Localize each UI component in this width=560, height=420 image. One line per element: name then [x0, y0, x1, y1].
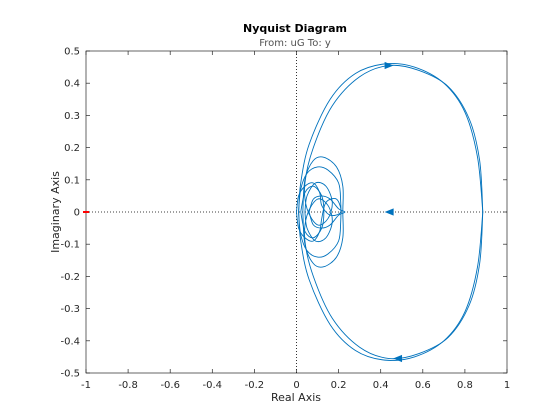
- nyquist-curve-7: [300, 185, 325, 239]
- y-tick-label: -0.3: [60, 304, 80, 315]
- x-tick-label: 0.8: [457, 380, 473, 391]
- x-axis-label: Real Axis: [271, 391, 321, 404]
- x-tick-label: 0.4: [373, 380, 389, 391]
- y-axis-ticks: -0.5 -0.4 -0.3 -0.2 -0.1 0 0.1 0.2 0.3 0.4 0.5: [60, 47, 507, 380]
- nyquist-curve-8: [296, 182, 342, 242]
- x-axis-ticks: -1 -0.8 -0.6 -0.4 -0.2 0 0.2 0.4 0.6 0.8 1: [81, 51, 510, 391]
- x-tick-label: -1: [81, 380, 91, 391]
- direction-arrow-1: [384, 61, 394, 70]
- nyquist-curve-9: [308, 195, 346, 229]
- x-tick-label: -0.4: [203, 380, 223, 391]
- y-tick-label: -0.1: [60, 240, 80, 251]
- y-tick-label: 0.5: [64, 47, 80, 58]
- direction-arrow-3: [384, 208, 394, 216]
- chart-title: Nyquist Diagram: [243, 22, 347, 35]
- x-tick-label: -0.2: [245, 380, 265, 391]
- y-tick-label: 0.4: [64, 79, 80, 90]
- y-tick-label: 0.3: [64, 111, 80, 122]
- x-tick-label: -0.8: [118, 380, 138, 391]
- x-tick-label: 1: [504, 380, 510, 391]
- nyquist-curve-1: [304, 64, 484, 226]
- y-tick-label: 0.2: [64, 143, 80, 154]
- direction-arrows: [384, 61, 403, 363]
- nyquist-curve-5: [302, 156, 344, 268]
- y-tick-label: -0.5: [60, 369, 80, 380]
- direction-arrow-2: [393, 354, 403, 363]
- chart-subtitle: From: uG To: y: [259, 38, 331, 49]
- y-tick-label: -0.4: [60, 336, 80, 347]
- y-tick-label: -0.2: [60, 272, 80, 283]
- x-tick-label: 0: [293, 380, 299, 391]
- y-tick-label: 0: [74, 208, 80, 219]
- y-tick-label: 0.1: [64, 175, 80, 186]
- nyquist-curve-4: [298, 211, 484, 361]
- x-tick-label: -0.6: [160, 380, 180, 391]
- nyquist-curve-2: [304, 198, 484, 360]
- y-axis-label: Imaginary Axis: [49, 171, 62, 253]
- x-tick-label: 0.2: [331, 380, 347, 391]
- nyquist-curves: [296, 63, 484, 361]
- x-tick-label: 0.6: [415, 380, 431, 391]
